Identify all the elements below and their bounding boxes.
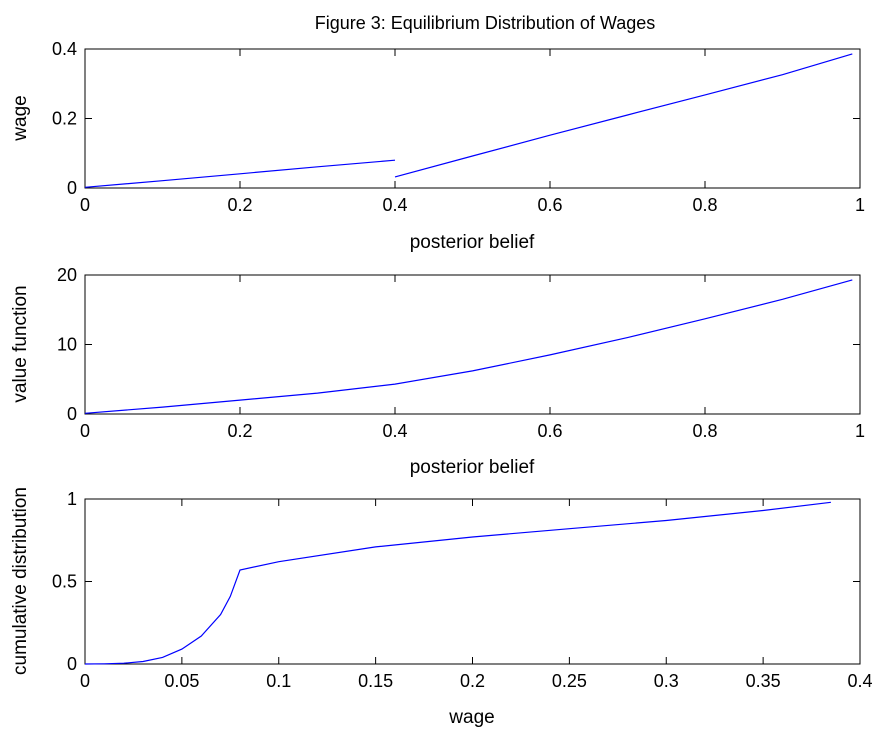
y-tick-label: 0 [67, 404, 77, 424]
figure-title: Figure 3: Equilibrium Distribution of Wa… [315, 13, 655, 33]
x-ticks: 0 0.2 0.4 0.6 0.8 1 [80, 49, 865, 215]
x-ticks: 0 0.05 0.1 0.15 0.2 0.25 0.3 0.35 0.4 [80, 499, 873, 691]
plot-frame [84, 274, 861, 415]
series-line [84, 501, 831, 665]
plot-frame [84, 498, 861, 665]
y-ticks: 00.51 [52, 489, 860, 674]
x-tick-label: 0.6 [537, 195, 562, 215]
series-lines [84, 279, 853, 414]
y-tick-label: 0.5 [52, 572, 77, 592]
series-line [84, 279, 853, 414]
x-tick-label: 1 [855, 421, 865, 441]
x-tick-label: 0.15 [358, 671, 393, 691]
y-tick-label: 0 [67, 178, 77, 198]
panel-wage-vs-belief: 0 0.2 0.4 0.6 0.8 1 00.20.4 posterior belief … [10, 39, 865, 253]
x-axis-label: wage [448, 707, 494, 728]
plot-frame [84, 48, 861, 189]
panel-value-function: 0 0.2 0.4 0.6 0.8 1 0 10 20 posterior belief va… [10, 265, 865, 478]
x-axis-label: posterior belief [410, 457, 535, 478]
series-line [84, 159, 396, 188]
y-ticks: 0 10 20 [57, 265, 860, 424]
y-tick-label: 10 [57, 335, 77, 355]
x-tick-label: 0.25 [552, 671, 587, 691]
x-tick-label: 0.2 [227, 195, 252, 215]
y-axis-label: cumulative distribution [10, 487, 31, 675]
x-tick-label: 0.4 [847, 671, 872, 691]
x-ticks: 0 0.2 0.4 0.6 0.8 1 [80, 275, 865, 441]
x-tick-label: 0.8 [692, 421, 717, 441]
x-tick-label: 0.4 [382, 421, 407, 441]
y-axis-label: wage [10, 95, 31, 141]
y-tick-label: 20 [57, 265, 77, 285]
panel-cumulative-distribution: 0 0.05 0.1 0.15 0.2 0.25 0.3 0.35 0.4 00.51 wage… [10, 487, 873, 728]
x-tick-label: 0 [80, 671, 90, 691]
x-tick-label: 0.05 [164, 671, 199, 691]
y-tick-label: 0.4 [52, 39, 77, 59]
series-lines [84, 501, 831, 665]
y-tick-label: 1 [67, 489, 77, 509]
x-tick-label: 0 [80, 195, 90, 215]
y-axis-label: value function [10, 285, 31, 402]
x-tick-label: 0 [80, 421, 90, 441]
x-tick-label: 1 [855, 195, 865, 215]
x-tick-label: 0.2 [227, 421, 252, 441]
y-tick-label: 0.2 [52, 109, 77, 129]
x-axis-label: posterior belief [410, 232, 535, 253]
series-line [394, 53, 853, 178]
x-tick-label: 0.8 [692, 195, 717, 215]
x-tick-label: 0.1 [266, 671, 291, 691]
x-tick-label: 0.4 [382, 195, 407, 215]
x-tick-label: 0.2 [460, 671, 485, 691]
y-tick-label: 0 [67, 654, 77, 674]
x-tick-label: 0.35 [746, 671, 781, 691]
x-tick-label: 0.3 [654, 671, 679, 691]
series-lines [84, 53, 853, 188]
x-tick-label: 0.6 [537, 421, 562, 441]
y-ticks: 0 0.2 0.4 [52, 39, 860, 198]
